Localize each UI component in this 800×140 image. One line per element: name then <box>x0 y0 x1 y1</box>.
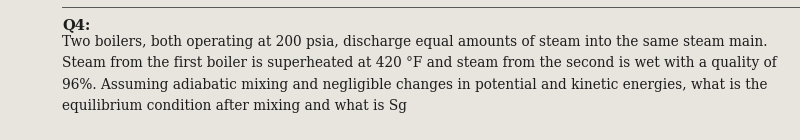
Text: equilibrium condition after mixing and what is Sg: equilibrium condition after mixing and w… <box>62 100 407 114</box>
Text: 96%. Assuming adiabatic mixing and negligible changes in potential and kinetic e: 96%. Assuming adiabatic mixing and negli… <box>62 78 767 92</box>
Text: Two boilers, both operating at 200 psia, discharge equal amounts of steam into t: Two boilers, both operating at 200 psia,… <box>62 35 767 49</box>
Text: Q4:: Q4: <box>62 18 90 32</box>
Text: Steam from the first boiler is superheated at 420 °F and steam from the second i: Steam from the first boiler is superheat… <box>62 57 777 71</box>
